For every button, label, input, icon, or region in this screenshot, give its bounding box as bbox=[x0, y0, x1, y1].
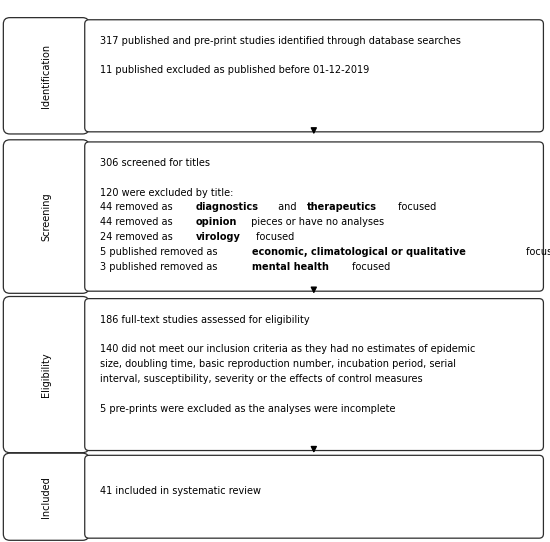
Text: Identification: Identification bbox=[41, 44, 51, 108]
FancyBboxPatch shape bbox=[3, 140, 89, 293]
Text: 317 published and pre-print studies identified through database searches: 317 published and pre-print studies iden… bbox=[100, 36, 461, 46]
FancyBboxPatch shape bbox=[85, 299, 543, 450]
Text: size, doubling time, basic reproduction number, incubation period, serial: size, doubling time, basic reproduction … bbox=[100, 359, 456, 369]
Text: 120 were excluded by title:: 120 were excluded by title: bbox=[100, 188, 233, 198]
FancyBboxPatch shape bbox=[85, 142, 543, 291]
FancyBboxPatch shape bbox=[3, 18, 89, 134]
Text: therapeutics: therapeutics bbox=[306, 203, 376, 212]
Text: 11 published excluded as published before 01-12-2019: 11 published excluded as published befor… bbox=[100, 66, 369, 75]
Text: 140 did not meet our inclusion criteria as they had no estimates of epidemic: 140 did not meet our inclusion criteria … bbox=[100, 344, 475, 354]
Text: Included: Included bbox=[41, 476, 51, 518]
FancyBboxPatch shape bbox=[3, 453, 89, 540]
Text: economic, climatological or qualitative: economic, climatological or qualitative bbox=[252, 247, 466, 257]
Text: 44 removed as: 44 removed as bbox=[100, 217, 175, 227]
Text: focused: focused bbox=[349, 262, 390, 272]
Text: interval, susceptibility, severity or the effects of control measures: interval, susceptibility, severity or th… bbox=[100, 374, 422, 384]
Text: 5 pre-prints were excluded as the analyses were incomplete: 5 pre-prints were excluded as the analys… bbox=[100, 404, 395, 414]
Text: opinion: opinion bbox=[196, 217, 237, 227]
Text: focused: focused bbox=[395, 203, 436, 212]
Text: and: and bbox=[276, 203, 300, 212]
Text: Eligibility: Eligibility bbox=[41, 352, 51, 397]
Text: 44 removed as: 44 removed as bbox=[100, 203, 175, 212]
Text: 186 full-text studies assessed for eligibility: 186 full-text studies assessed for eligi… bbox=[100, 314, 310, 325]
FancyBboxPatch shape bbox=[3, 296, 89, 453]
Text: mental health: mental health bbox=[252, 262, 329, 272]
Text: 24 removed as: 24 removed as bbox=[100, 232, 175, 242]
Text: 3 published removed as: 3 published removed as bbox=[100, 262, 221, 272]
Text: diagnostics: diagnostics bbox=[196, 203, 258, 212]
Text: 5 published removed as: 5 published removed as bbox=[100, 247, 221, 257]
Text: virology: virology bbox=[196, 232, 241, 242]
FancyBboxPatch shape bbox=[85, 20, 543, 132]
Text: 41 included in systematic review: 41 included in systematic review bbox=[100, 486, 261, 496]
Text: Screening: Screening bbox=[41, 192, 51, 241]
Text: focused: focused bbox=[523, 247, 550, 257]
FancyBboxPatch shape bbox=[85, 455, 543, 538]
Text: pieces or have no analyses: pieces or have no analyses bbox=[248, 217, 384, 227]
Text: 306 screened for titles: 306 screened for titles bbox=[100, 158, 210, 168]
Text: focused: focused bbox=[252, 232, 294, 242]
